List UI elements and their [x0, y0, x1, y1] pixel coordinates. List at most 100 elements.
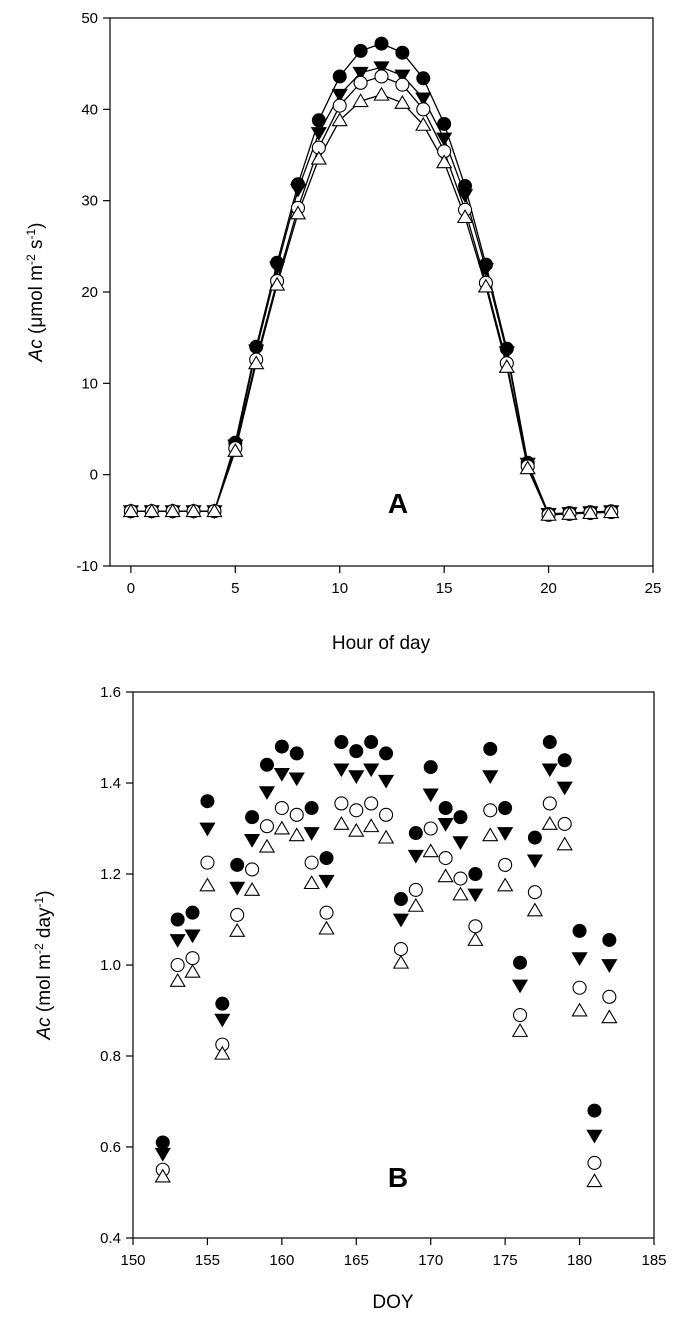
data-point-s1	[483, 741, 498, 756]
series-line-3	[130, 75, 612, 516]
data-point-s2	[154, 1147, 171, 1162]
data-point-s2	[373, 61, 390, 76]
data-point-s3	[527, 885, 542, 900]
data-point-s2	[556, 781, 573, 796]
data-point-s1	[557, 753, 572, 768]
x-axis-a: 0 5 10 15 20 25	[127, 566, 661, 597]
data-point-s3	[185, 951, 200, 966]
data-point-s2	[394, 69, 411, 84]
data-point-s2	[184, 929, 201, 944]
data-point-s2	[269, 261, 286, 276]
data-point-s2	[452, 836, 469, 850]
data-point-s3	[602, 989, 617, 1004]
data-point-s3	[245, 862, 260, 877]
data-point-s4	[477, 278, 495, 293]
y-tick-label: 0.8	[100, 1048, 121, 1065]
data-point-s3	[364, 796, 379, 811]
data-point-s2	[333, 763, 350, 778]
data-point-s2	[199, 822, 216, 837]
data-point-s2	[288, 772, 305, 787]
data-point-s1	[408, 826, 423, 841]
data-point-s2	[214, 1013, 231, 1028]
data-point-s3	[274, 800, 289, 816]
data-point-s1	[468, 867, 483, 881]
data-point-s3	[557, 816, 572, 832]
data-point-s1	[527, 830, 542, 845]
data-point-s2	[436, 132, 453, 147]
data-point-s2	[482, 770, 499, 785]
data-point-s1	[393, 892, 408, 907]
y-tick-label: -10	[76, 558, 98, 575]
y-tick-label: 0.4	[100, 1230, 121, 1247]
y-tick-label: 1.2	[100, 866, 121, 883]
data-point-s2	[477, 263, 494, 277]
data-point-s2	[169, 934, 186, 948]
data-point-s2	[318, 874, 335, 889]
data-point-s3	[289, 807, 304, 822]
data-point-s1	[215, 996, 230, 1011]
data-point-s2	[498, 346, 515, 361]
data-point-s3	[453, 871, 468, 886]
data-point-s1	[572, 923, 587, 938]
data-point-s3	[259, 819, 275, 834]
data-point-s1	[453, 810, 468, 825]
data-point-s4	[571, 1002, 588, 1017]
data-point-s4	[143, 503, 160, 518]
x-tick-label: 170	[418, 1252, 443, 1269]
data-point-s4	[452, 886, 469, 901]
series-lines-a	[130, 42, 612, 516]
data-point-s4	[435, 154, 453, 169]
data-point-s4	[169, 973, 186, 987]
data-point-s1	[423, 760, 438, 775]
data-point-s4	[310, 150, 328, 165]
x-tick-label: 175	[493, 1252, 518, 1269]
panel-label-b: B	[388, 1162, 408, 1193]
data-point-s3	[230, 907, 245, 923]
data-point-s2	[377, 774, 395, 789]
data-point-s3	[393, 942, 408, 957]
data-point-s1	[438, 801, 453, 816]
markers-b	[154, 735, 618, 1188]
data-point-s2	[586, 1129, 603, 1144]
x-axis-title-b: DOY	[372, 1292, 414, 1313]
data-point-s2	[303, 827, 320, 841]
data-point-s1	[311, 113, 326, 128]
y-tick-label: 0.6	[100, 1139, 121, 1156]
data-point-s4	[415, 116, 432, 131]
data-point-s4	[348, 822, 365, 837]
data-point-s3	[332, 98, 347, 113]
y-tick-label: 50	[81, 10, 98, 27]
y-tick-label: 0	[90, 467, 98, 484]
data-point-s1	[245, 810, 260, 825]
data-point-s1	[513, 955, 528, 970]
data-point-s1	[259, 757, 274, 772]
data-point-s3	[416, 102, 431, 117]
data-point-s4	[248, 355, 265, 370]
data-point-s1	[289, 746, 304, 761]
data-point-s1	[542, 735, 557, 750]
data-point-s4	[392, 954, 410, 969]
data-point-s4	[540, 506, 557, 521]
data-point-s2	[415, 92, 432, 107]
data-point-s2	[310, 127, 327, 141]
data-point-s3	[395, 77, 410, 92]
data-point-s4	[288, 827, 305, 842]
data-point-s3	[408, 882, 423, 897]
data-point-s4	[437, 868, 454, 883]
data-point-s4	[331, 112, 348, 127]
series-line-2	[130, 66, 612, 515]
data-point-s3	[483, 803, 498, 818]
data-point-s2	[248, 344, 265, 359]
data-point-s1	[319, 851, 334, 866]
data-point-s4	[482, 827, 499, 842]
data-point-s1	[395, 45, 410, 60]
data-point-s2	[437, 818, 454, 832]
data-point-s3	[438, 851, 453, 866]
data-point-s2	[331, 88, 348, 103]
data-point-s2	[244, 833, 261, 848]
x-axis-b: 150 155 160 165 170 175 180 185	[120, 1238, 667, 1269]
panel-label-a: A	[388, 488, 408, 519]
markers-a	[122, 36, 620, 522]
data-point-s4	[229, 922, 246, 937]
